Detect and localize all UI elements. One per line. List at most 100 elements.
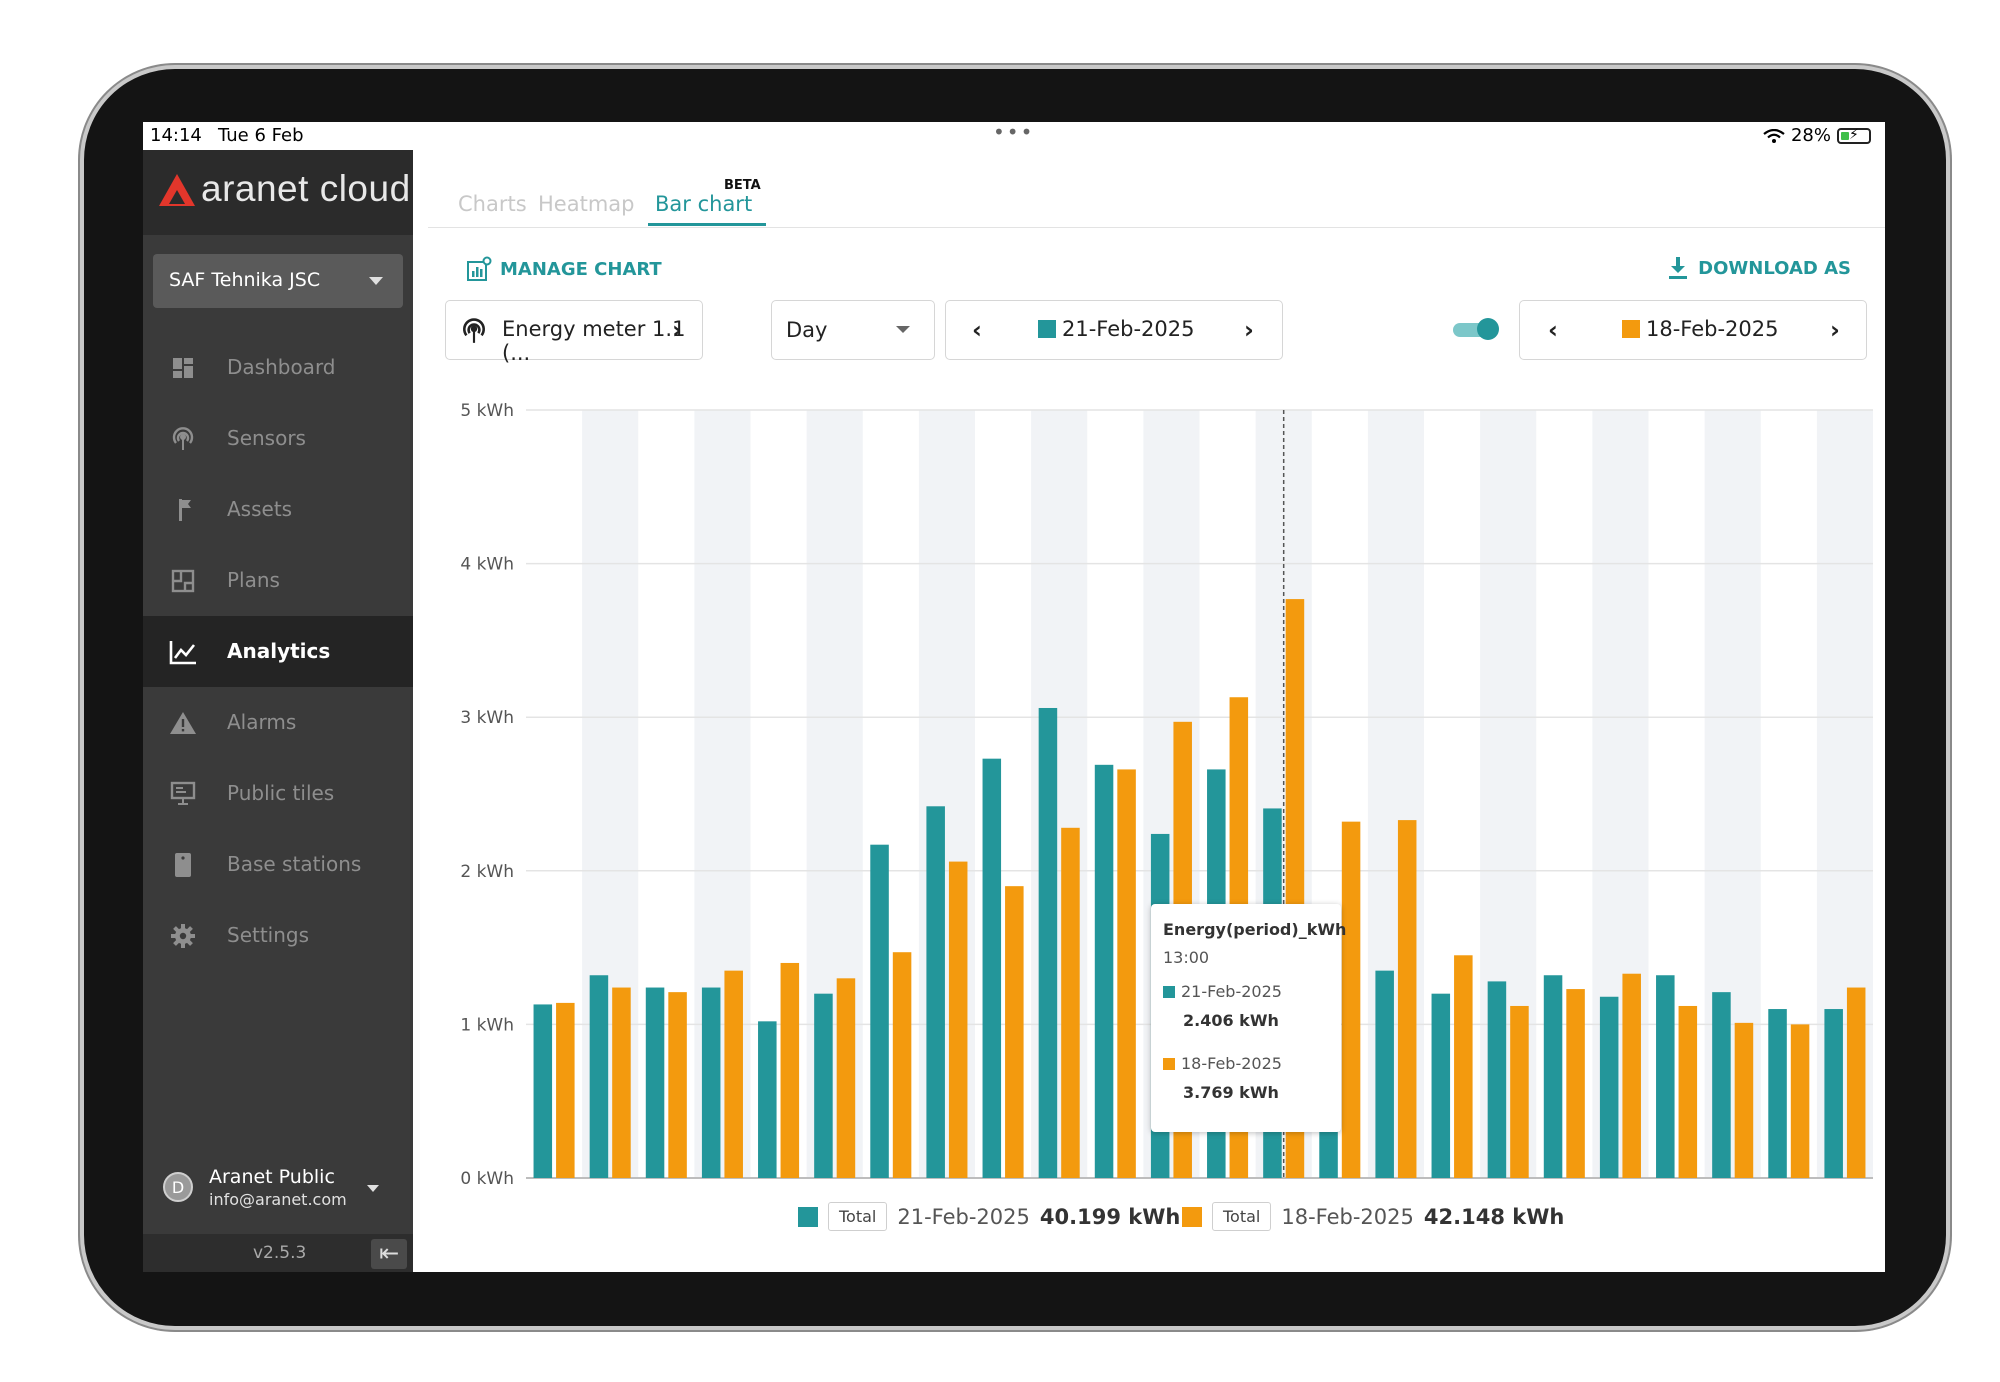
x-tick-label: 18:00 — [1543, 1198, 1586, 1200]
collapse-sidebar-icon[interactable]: ⇤ — [371, 1239, 407, 1269]
sidebar-item-label: Assets — [227, 497, 293, 521]
x-tick-label: 7:00 — [930, 1198, 964, 1200]
bar-series2 — [1061, 827, 1080, 1178]
legend-series-name: 18-Feb-2025 — [1281, 1204, 1414, 1229]
date-picker-compare[interactable]: ‹ 18-Feb-2025 › — [1519, 300, 1867, 360]
chart-tabs: Charts Heatmap Bar chart BETA — [428, 162, 1885, 228]
status-bar: 14:14 Tue 6 Feb ••• 28% ⚡ — [143, 122, 1885, 150]
download-as-button[interactable]: DOWNLOAD AS — [1668, 256, 1851, 280]
active-tab-indicator — [648, 223, 766, 226]
x-tick-label: 21:00 — [1711, 1198, 1754, 1200]
series2-swatch — [1182, 1206, 1202, 1227]
legend-total-value: 40.199 kWh — [1039, 1204, 1181, 1229]
x-tick-label: 11:00 — [1150, 1198, 1193, 1200]
chart-legend: Total 21-Feb-2025 40.199 kWh Total 18-Fe… — [428, 1202, 1885, 1242]
sidebar-item-plans[interactable]: Plans — [143, 545, 413, 616]
bar-series2 — [1678, 1005, 1698, 1178]
sidebar-item-public-tiles[interactable]: Public tiles — [143, 758, 413, 829]
compare-toggle[interactable] — [1453, 318, 1499, 340]
x-tick-label: 14:00 — [1318, 1198, 1361, 1200]
sidebar-item-base-stations[interactable]: Base stations — [143, 829, 413, 900]
sidebar-nav: Dashboard Sensors Assets Plans — [143, 332, 413, 971]
bar-series1 — [589, 975, 609, 1178]
tab-heatmap[interactable]: Heatmap — [538, 192, 635, 216]
sidebar-item-dashboard[interactable]: Dashboard — [143, 332, 413, 403]
public-tiles-icon — [169, 780, 197, 808]
user-menu[interactable]: D Aranet Public info@aranet.com — [143, 1152, 413, 1232]
chevron-down-icon — [369, 277, 383, 285]
date-picker-primary[interactable]: ‹ 21-Feb-2025 › — [945, 300, 1283, 360]
bar-series1 — [1431, 993, 1451, 1178]
app-version: v2.5.3 — [253, 1243, 307, 1263]
sidebar-item-analytics[interactable]: Analytics — [143, 616, 413, 687]
bar-series2 — [836, 978, 856, 1178]
sensor-icon — [169, 425, 197, 453]
sidebar-item-assets[interactable]: Assets — [143, 474, 413, 545]
organization-select[interactable]: SAF Tehnika JSC — [153, 254, 403, 308]
tooltip-series2-value: 3.769 kWh — [1183, 1083, 1279, 1102]
bar-series2 — [1790, 1024, 1810, 1178]
sidebar-item-sensors[interactable]: Sensors — [143, 403, 413, 474]
legend-item-series2[interactable]: Total 18-Feb-2025 42.148 kWh — [1182, 1202, 1564, 1231]
sidebar-item-alarms[interactable]: Alarms — [143, 687, 413, 758]
bar-series2 — [1117, 769, 1136, 1178]
plans-icon — [169, 567, 197, 595]
analytics-icon — [169, 638, 197, 666]
user-name: Aranet Public — [209, 1166, 335, 1188]
bar-series1 — [982, 758, 1002, 1178]
bar-series1 — [1656, 975, 1675, 1178]
battery-icon: ⚡ — [1837, 127, 1871, 144]
bar-series2 — [1510, 1005, 1529, 1178]
previous-date-icon[interactable]: ‹ — [972, 316, 982, 344]
dashboard-icon — [169, 354, 197, 382]
total-badge: Total — [1212, 1202, 1272, 1231]
sidebar-item-settings[interactable]: Settings — [143, 900, 413, 971]
tab-bar-chart[interactable]: Bar chart — [655, 192, 753, 216]
tooltip-series1-value: 2.406 kWh — [1183, 1011, 1279, 1030]
tab-charts[interactable]: Charts — [458, 192, 527, 216]
bar-series2 — [1846, 987, 1866, 1178]
tooltip-title: Energy(period)_kWh — [1163, 920, 1347, 939]
sensor-label: Energy meter 1.1 (... — [502, 317, 686, 365]
x-tick-label: 4:00 — [762, 1198, 796, 1200]
series1-swatch — [798, 1206, 818, 1227]
bar-series2 — [1341, 821, 1361, 1178]
download-icon — [1669, 257, 1688, 279]
battery-percent: 28% — [1790, 125, 1831, 146]
base-station-icon — [169, 851, 197, 879]
tooltip-series2: 18-Feb-2025 — [1163, 1054, 1282, 1073]
bar-series2 — [1622, 973, 1641, 1178]
previous-date-icon[interactable]: ‹ — [1548, 316, 1558, 344]
sidebar-item-label: Base stations — [227, 852, 362, 876]
logo-text[interactable]: aranet cloud — [201, 168, 411, 209]
bar-series2 — [668, 992, 687, 1178]
status-date: Tue 6 Feb — [218, 125, 304, 146]
organization-label: SAF Tehnika JSC — [169, 269, 321, 291]
manage-chart-button[interactable]: MANAGE CHART — [466, 256, 662, 282]
x-tick-label: 9:00 — [1042, 1198, 1076, 1200]
legend-total-value: 42.148 kWh — [1423, 1204, 1565, 1229]
bar-series1 — [1038, 707, 1058, 1178]
alarm-icon — [169, 709, 197, 737]
bar-series2 — [612, 987, 631, 1178]
primary-date: 21-Feb-2025 — [1038, 317, 1195, 341]
user-email: info@aranet.com — [209, 1190, 347, 1209]
next-date-icon[interactable]: › — [1830, 316, 1840, 344]
manage-chart-icon — [467, 256, 492, 281]
bar-series2 — [724, 970, 743, 1178]
download-as-label: DOWNLOAD AS — [1698, 257, 1851, 279]
bar-series2 — [892, 952, 912, 1178]
period-select[interactable]: Day — [771, 300, 935, 360]
x-tick-label: 19:00 — [1599, 1198, 1642, 1200]
multitask-dots-icon[interactable]: ••• — [993, 122, 1035, 144]
bar-series1 — [1375, 970, 1394, 1178]
x-tick-label: 12:00 — [1206, 1198, 1249, 1200]
legend-item-series1[interactable]: Total 21-Feb-2025 40.199 kWh — [798, 1202, 1180, 1231]
next-date-icon[interactable]: › — [1244, 316, 1254, 344]
bar-chart[interactable]: 0 kWh 1 kWh 2 kWh 3 kWh 4 kWh 5 kWh 0:00 1:00 2:… — [428, 370, 1885, 1200]
sidebar: aranet cloud SAF Tehnika JSC Dashboard S… — [143, 150, 413, 1272]
x-tick-label: 17:00 — [1487, 1198, 1530, 1200]
sidebar-item-label: Settings — [227, 923, 310, 947]
x-tick-label: 1:00 — [593, 1198, 627, 1200]
sensor-selector[interactable]: Energy meter 1.1 (... › — [445, 300, 703, 365]
